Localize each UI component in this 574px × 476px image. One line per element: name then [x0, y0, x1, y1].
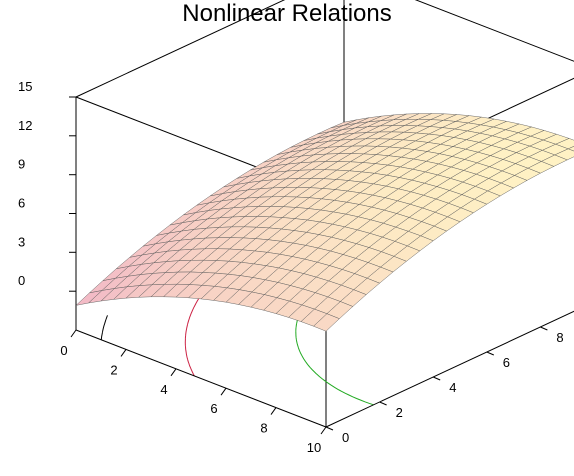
y-tick-label: 6 — [503, 355, 510, 370]
surface-mesh — [75, 113, 574, 332]
y-tick-label: 4 — [449, 380, 456, 395]
x-tick-mark — [70, 329, 77, 338]
box-front-edges — [75, 310, 574, 428]
box-edge-floor-y — [325, 310, 574, 428]
x-tick-label: 0 — [60, 343, 67, 358]
x-tick-mark — [320, 426, 327, 435]
y-tick-mark — [433, 376, 441, 381]
x-tick-mark — [170, 368, 177, 377]
surface-cell — [75, 290, 103, 306]
x-tick-mark — [120, 349, 127, 357]
z-tick-label: 12 — [18, 118, 32, 133]
x-tick-mark — [220, 387, 227, 396]
x-tick-label: 4 — [160, 382, 167, 397]
x-tick-label: 6 — [210, 401, 217, 416]
y-tick-label: 8 — [556, 330, 563, 345]
x-tick-label: 8 — [260, 421, 267, 436]
y-tick-mark — [486, 351, 494, 356]
y-tick-label: 2 — [396, 405, 403, 420]
axis-ticks: 0246810024681003691215 — [18, 79, 564, 455]
y-tick-mark — [540, 326, 548, 331]
box-edge-top-left — [75, 0, 286, 98]
x-tick-mark — [270, 407, 277, 415]
contour-line-0 — [100, 315, 108, 341]
z-tick-label: 15 — [18, 79, 32, 94]
box-edge-top-back — [414, 0, 574, 62]
box-edge-floor-x — [75, 329, 327, 428]
y-tick-mark — [379, 401, 387, 406]
y-tick-label: 0 — [342, 430, 349, 445]
surface-cell — [567, 146, 574, 152]
z-tick-label: 3 — [18, 234, 25, 249]
x-tick-label: 10 — [307, 440, 321, 455]
z-tick-label: 6 — [18, 196, 25, 211]
y-tick-mark — [325, 426, 334, 431]
z-tick-label: 0 — [18, 273, 25, 288]
z-tick-label: 9 — [18, 157, 25, 172]
chart-title: Nonlinear Relations — [182, 0, 392, 27]
x-tick-label: 2 — [110, 362, 117, 377]
